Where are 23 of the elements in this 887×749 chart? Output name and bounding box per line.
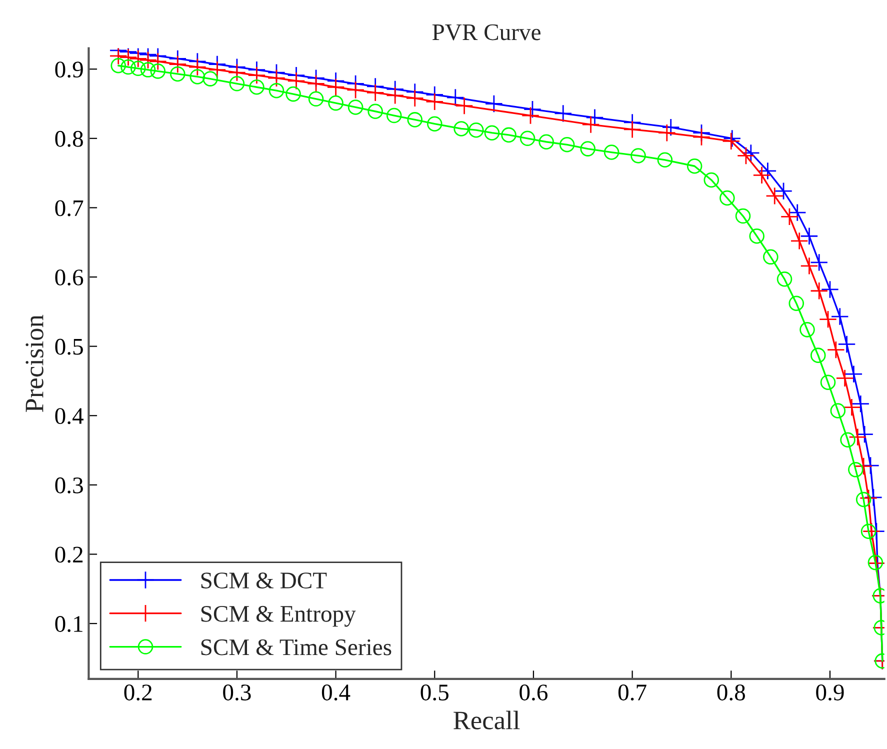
legend-label: SCM & Time Series bbox=[201, 639, 392, 656]
y-tick-label: 0.2 bbox=[55, 546, 83, 563]
y-tick-label: 0.9 bbox=[55, 62, 83, 78]
y-axis-title: Precision bbox=[26, 314, 44, 412]
y-tick-label: 0.3 bbox=[55, 477, 83, 494]
x-tick-label: 0.8 bbox=[717, 684, 745, 701]
x-tick-label: 0.4 bbox=[322, 684, 350, 701]
y-tick-label: 0.8 bbox=[55, 130, 83, 147]
x-tick-label: 0.3 bbox=[223, 684, 251, 701]
x-tick-label: 0.6 bbox=[520, 684, 548, 701]
y-tick-label: 0.1 bbox=[55, 616, 82, 632]
x-axis-title: Recall bbox=[454, 710, 520, 730]
x-tick-label: 0.9 bbox=[816, 684, 844, 701]
x-tick-label: 0.2 bbox=[124, 684, 152, 701]
legend-label: SCM & Entropy bbox=[201, 606, 356, 627]
x-tick-label: 0.5 bbox=[420, 684, 448, 701]
y-tick-label: 0.5 bbox=[55, 338, 83, 355]
chart-title: PVR Curve bbox=[432, 24, 540, 40]
legend-label: SCM & DCT bbox=[201, 572, 327, 588]
y-tick-label: 0.6 bbox=[55, 270, 84, 286]
y-tick-label: 0.4 bbox=[55, 408, 84, 424]
y-tick-label: 0.7 bbox=[55, 200, 84, 216]
x-tick-label: 0.7 bbox=[618, 684, 646, 701]
